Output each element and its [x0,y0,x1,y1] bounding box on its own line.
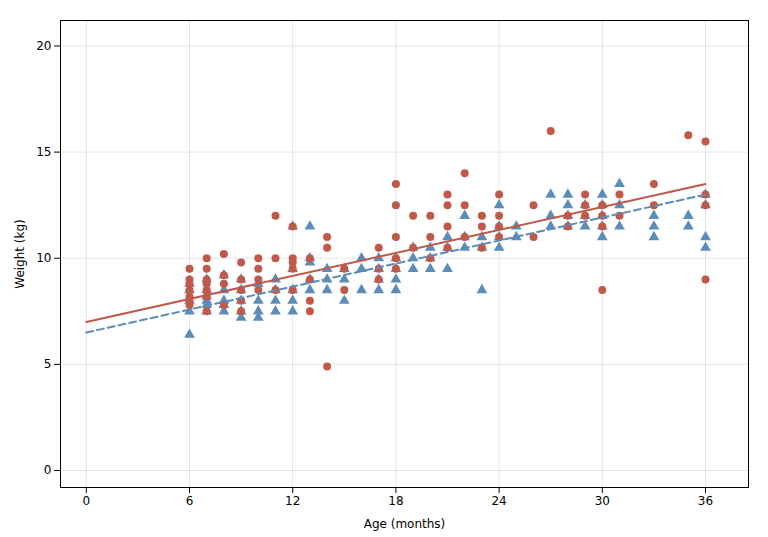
svg-text:0: 0 [44,463,52,477]
svg-text:18: 18 [388,494,403,508]
svg-text:Age (months): Age (months) [364,517,446,531]
svg-text:10: 10 [36,251,51,265]
svg-text:12: 12 [285,494,300,508]
svg-text:0: 0 [82,494,90,508]
svg-text:Weight (kg): Weight (kg) [13,219,27,289]
svg-text:36: 36 [698,494,713,508]
svg-text:15: 15 [36,145,51,159]
svg-text:24: 24 [491,494,506,508]
svg-text:20: 20 [36,39,51,53]
svg-text:30: 30 [595,494,610,508]
svg-text:5: 5 [44,357,52,371]
svg-text:6: 6 [186,494,194,508]
